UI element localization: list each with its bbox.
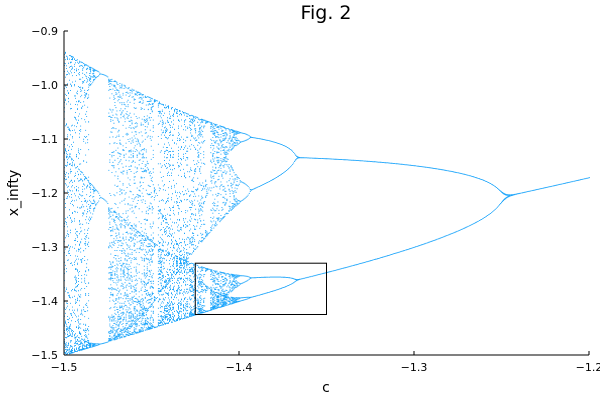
- y-axis: −1.5 −1.4 −1.3 −1.2 −1.1 −1.0 −0.9: [31, 25, 68, 362]
- x-tick-label: −1.5: [51, 361, 78, 374]
- y-tick-label: −0.9: [31, 25, 58, 38]
- x-tick-label: −1.2: [576, 361, 600, 374]
- y-tick-label: −1.0: [31, 79, 58, 92]
- x-axis-label: c: [322, 380, 330, 396]
- y-tick-label: −1.3: [31, 241, 58, 254]
- y-tick-label: −1.2: [31, 187, 58, 200]
- x-axis: −1.5 −1.4 −1.3 −1.2: [51, 351, 600, 374]
- zoom-rectangle: [194, 262, 327, 316]
- y-tick-label: −1.5: [31, 349, 58, 362]
- y-axis-label: x_infty: [6, 170, 22, 217]
- x-tick-label: −1.3: [401, 361, 428, 374]
- y-tick-label: −1.1: [31, 133, 58, 146]
- y-tick-label: −1.4: [31, 295, 58, 308]
- x-tick-label: −1.4: [226, 361, 253, 374]
- plot-area: −1.5 −1.4 −1.3 −1.2 −1.5−1.4−1.3−1.2−1.1−1.…: [31, 25, 600, 374]
- chart-title: Fig. 2: [300, 2, 351, 24]
